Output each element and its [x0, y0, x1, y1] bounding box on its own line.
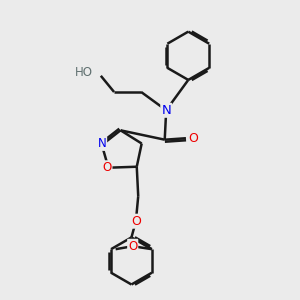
Text: N: N: [98, 137, 106, 150]
Text: O: O: [188, 132, 198, 145]
Text: O: O: [102, 161, 112, 174]
Text: N: N: [161, 104, 171, 117]
Text: O: O: [128, 240, 137, 253]
Text: HO: HO: [75, 66, 93, 80]
Text: O: O: [131, 215, 141, 228]
